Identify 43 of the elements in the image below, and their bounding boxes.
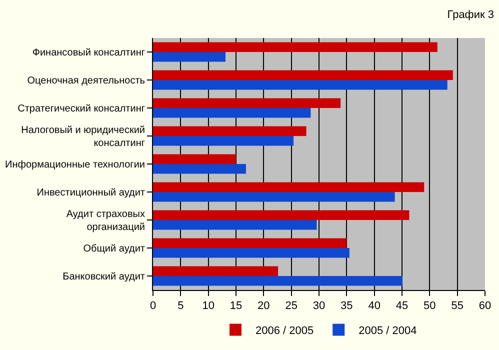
y-tick-label: Информационные технологии: [5, 160, 145, 170]
bar: [153, 238, 347, 248]
x-tick-label: 10: [202, 300, 214, 312]
x-tick-label: 25: [285, 300, 298, 312]
bar: [153, 248, 350, 258]
bar: [153, 52, 226, 62]
bar: [153, 164, 246, 174]
legend-label: 2006 / 2005: [256, 324, 314, 337]
bar: [153, 80, 448, 90]
bar: [153, 108, 311, 118]
bar: [153, 70, 453, 80]
x-tick-label: 45: [396, 300, 408, 312]
y-tick-label: Общий аудит: [83, 244, 146, 254]
bar: [153, 220, 317, 230]
bar: [153, 98, 341, 108]
bar: [153, 266, 278, 276]
x-tick-label: 20: [258, 300, 270, 312]
bar: [153, 136, 294, 146]
legend-label: 2005 / 2004: [358, 324, 417, 337]
bar: [153, 182, 424, 192]
x-tick-label: 30: [312, 300, 326, 312]
x-tick-label: 40: [368, 300, 380, 312]
x-tick-label: 0: [150, 300, 156, 312]
x-tick-label: 15: [230, 300, 242, 312]
x-tick-label: 5: [178, 300, 184, 312]
bar: [153, 210, 410, 220]
bar: [153, 154, 236, 164]
x-tick-label: 55: [451, 300, 464, 312]
y-tick-label: Финансовый консалтинг: [32, 48, 146, 58]
y-tick-label: Аудит страховых организаций: [66, 209, 145, 233]
bar: [153, 126, 306, 136]
y-tick-label: Банковский аудит: [62, 272, 146, 282]
x-tick-label: 50: [424, 300, 436, 312]
y-tick-label: Инвестиционный аудит: [36, 188, 146, 198]
x-tick-label: 35: [340, 300, 353, 312]
chart-title: График 3: [447, 9, 494, 22]
bar: [153, 276, 403, 286]
x-tick-label: 60: [478, 300, 492, 312]
bar: [153, 42, 438, 52]
y-tick-label: Налоговый и юридический консалтинг: [21, 125, 146, 149]
y-tick-label: Стратегический консалтинг: [18, 104, 146, 114]
y-tick-label: Оценочная деятельность: [27, 76, 145, 86]
bar: [153, 192, 395, 202]
